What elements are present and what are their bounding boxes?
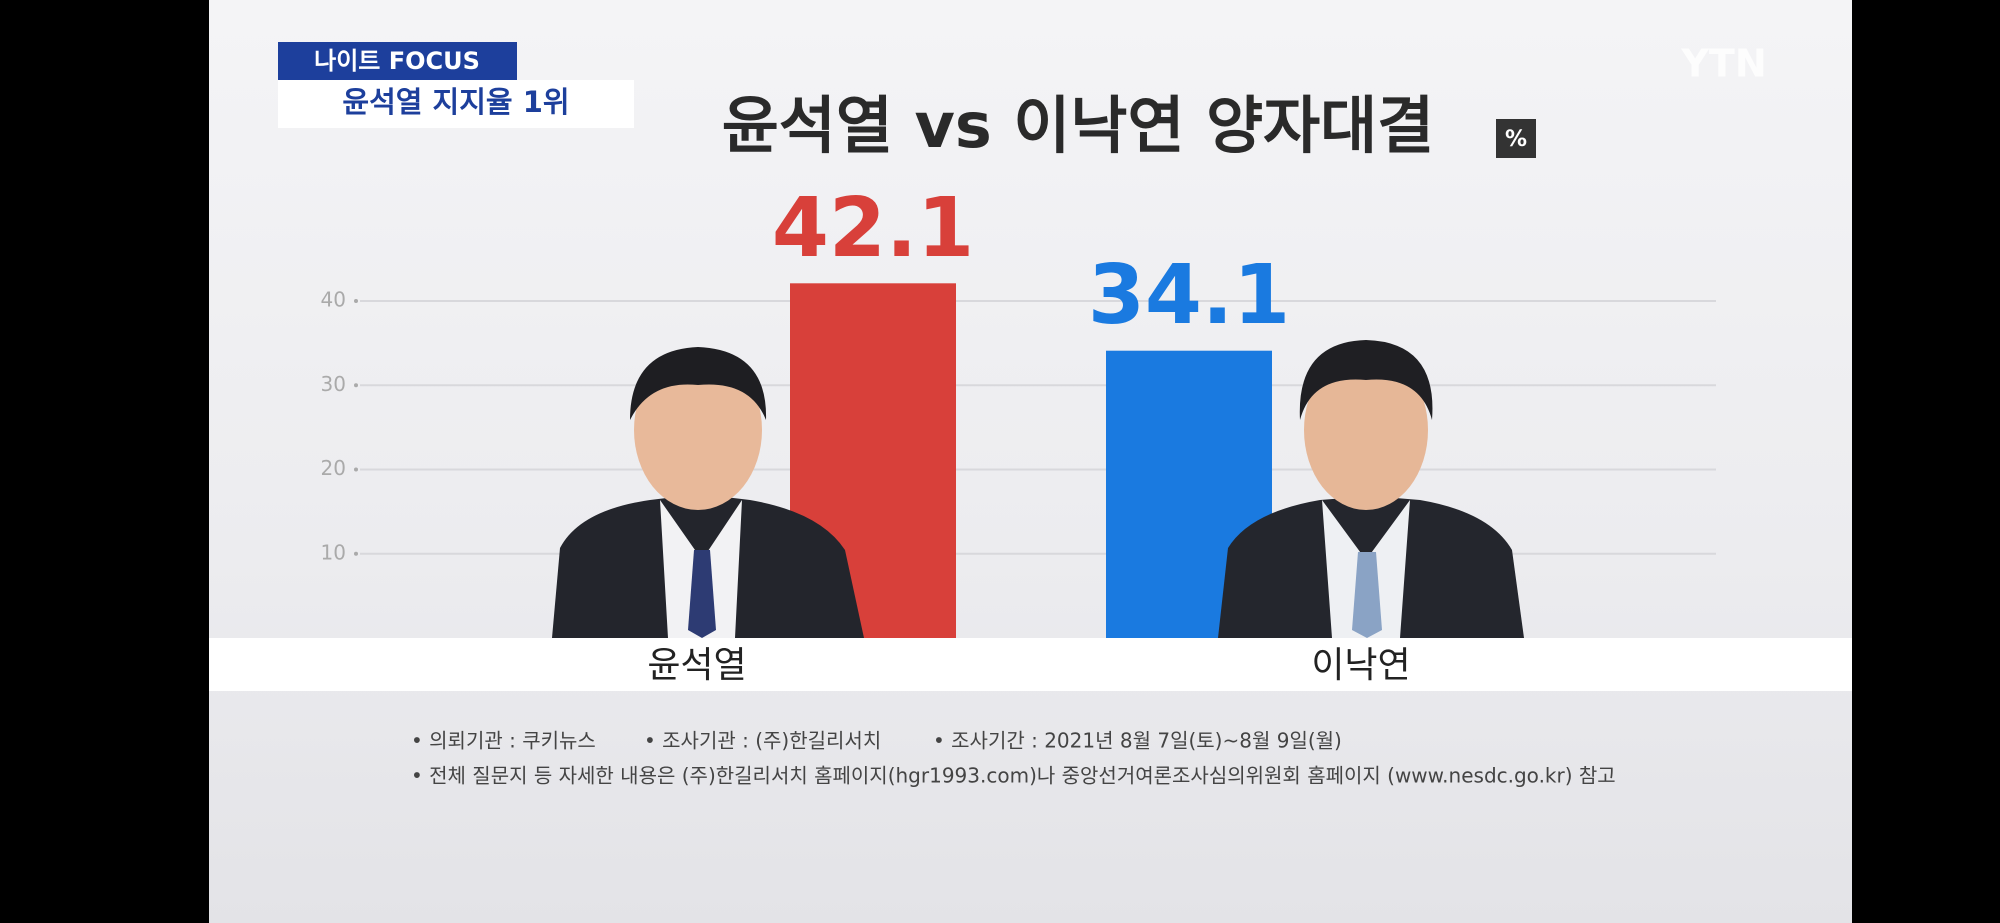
unit: % [1505,127,1527,152]
note: • 의뢰기관 : 쿠키뉴스 [411,729,596,753]
headline-box [278,80,634,128]
panel [209,0,1852,923]
value-label: 34.1 [1088,248,1290,343]
y-tick-label: 10 [321,540,346,564]
program-badge [278,42,517,80]
note: • 조사기간 : 2021년 8월 7일(토)~8월 9일(월) [933,729,1342,753]
chart-title: 윤석열 vs 이낙연 양자대결 [722,89,1434,162]
category-label: 윤석열 [647,645,746,686]
category-label: 이낙연 [1311,645,1410,686]
y-tick-label: 30 [321,372,346,396]
program-name: 나이트 FOCUS [314,47,480,75]
note: • 전체 질문지 등 자세한 내용은 (주)한길리서치 홈페이지(hgr1993… [411,764,1616,788]
portrait-right [1218,340,1524,638]
portrait-left [552,347,864,638]
tick-mark [354,467,358,472]
notes: • 의뢰기관 : 쿠키뉴스 • 조사기관 : (주)한길리서치 • 조사기간 : 2… [411,729,1616,788]
tick-mark [354,299,358,303]
y-tick-label: 20 [321,456,346,480]
tick-mark [354,383,358,388]
unit-box [1496,119,1536,158]
tick-mark [354,551,358,556]
note: • 조사기관 : (주)한길리서치 [644,729,881,753]
channel-logo: YTN [1680,42,1766,86]
value-label: 42.1 [772,181,974,276]
y-tick-label: 40 [321,288,346,312]
category-band [209,638,1852,691]
headline: 윤석열 지지율 1위 [342,85,569,119]
